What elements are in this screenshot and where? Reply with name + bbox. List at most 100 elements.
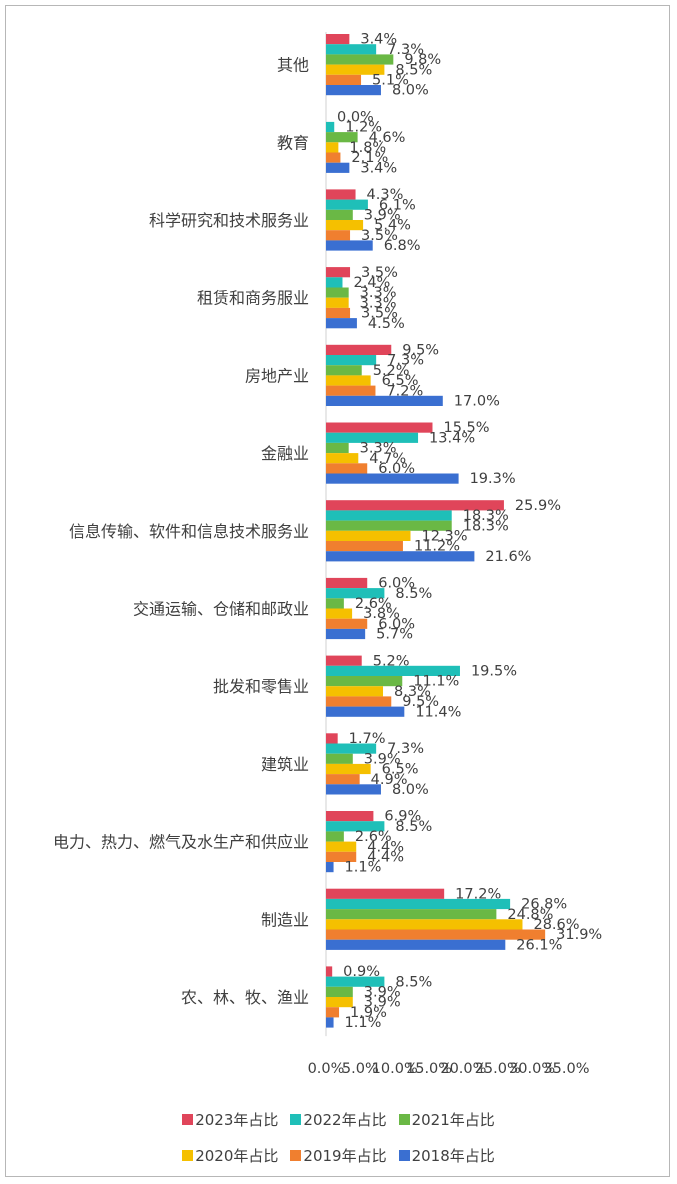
bar: [326, 831, 344, 842]
bar: [326, 152, 341, 163]
bar: [326, 74, 362, 85]
data-label: 3.9%: [364, 985, 401, 1001]
data-label: 8.5%: [395, 62, 432, 78]
category-label: 金融业: [261, 444, 309, 463]
x-tick-label: 35.0%: [543, 1061, 589, 1077]
data-label: 2.4%: [353, 275, 390, 291]
data-label: 5.2%: [373, 363, 410, 379]
legend-row-2: 2020年占比 2019年占比 2018年占比: [0, 1145, 677, 1166]
data-label: 7.3%: [387, 42, 424, 58]
bar: [326, 267, 351, 278]
data-label: 1.9%: [350, 1005, 387, 1021]
legend-label: 2022年占比: [303, 1111, 387, 1129]
bar: [326, 385, 376, 396]
bar: [326, 500, 504, 511]
data-label: 21.6%: [485, 549, 531, 565]
bar: [326, 240, 373, 251]
bar: [326, 551, 475, 562]
bar: [326, 997, 353, 1008]
bar: [326, 665, 460, 676]
legend-swatch: [182, 1150, 194, 1161]
data-label: 28.6%: [533, 917, 579, 933]
bar: [326, 655, 362, 666]
x-tick-label: 15.0%: [406, 1061, 452, 1077]
data-label: 8.0%: [392, 83, 429, 99]
bar: [326, 986, 353, 997]
data-label: 1.8%: [349, 140, 386, 156]
legend-label: 2019年占比: [303, 1147, 387, 1165]
bar: [326, 919, 523, 930]
bar: [326, 520, 452, 531]
data-label: 2.1%: [351, 150, 388, 166]
category-label: 科学研究和技术服务业: [149, 211, 309, 230]
category-label: 其他: [277, 56, 309, 75]
data-label: 3.9%: [364, 995, 401, 1011]
data-label: 1.1%: [345, 860, 382, 876]
bar: [326, 230, 351, 241]
x-tick-label: 10.0%: [372, 1061, 418, 1077]
data-label: 6.0%: [378, 616, 415, 632]
x-tick-label: 30.0%: [509, 1061, 555, 1077]
data-label: 1.7%: [349, 731, 386, 747]
bar: [326, 375, 371, 386]
bar: [326, 686, 384, 697]
bar: [326, 442, 349, 454]
bar: [326, 909, 497, 920]
bar: [326, 162, 350, 173]
bar: [326, 344, 392, 355]
category-label: 批发和零售业: [213, 677, 309, 696]
data-label: 19.3%: [470, 471, 516, 487]
data-label: 19.5%: [471, 664, 517, 680]
legend-item: 2019年占比: [290, 1145, 387, 1166]
bar: [326, 355, 377, 366]
data-label: 6.1%: [379, 197, 416, 213]
bar: [326, 395, 443, 406]
bar: [326, 142, 339, 153]
bar: [326, 588, 385, 599]
chart-frame: [5, 5, 670, 1177]
data-label: 6.8%: [384, 238, 421, 254]
data-label: 17.2%: [455, 886, 501, 902]
data-label: 3.5%: [361, 306, 398, 322]
bar: [326, 577, 368, 589]
bar: [326, 432, 419, 443]
data-label: 6.9%: [384, 809, 421, 825]
data-label: 5.2%: [373, 653, 410, 669]
x-tick-label: 0.0%: [308, 1061, 345, 1077]
bar: [326, 365, 362, 376]
data-label: 6.5%: [382, 373, 419, 389]
data-label: 8.5%: [395, 974, 432, 990]
data-label: 3.3%: [360, 441, 397, 457]
data-label: 2.6%: [355, 596, 392, 612]
category-label: 租赁和商务服业: [197, 289, 309, 308]
bar: [326, 763, 371, 775]
x-tick-label: 25.0%: [475, 1061, 521, 1077]
legend-item: 2022年占比: [290, 1109, 387, 1130]
bar: [326, 774, 360, 785]
data-label: 31.9%: [556, 927, 602, 943]
bar: [326, 753, 353, 764]
data-label: 3.9%: [364, 751, 401, 767]
category-label: 制造业: [261, 910, 309, 929]
category-label: 电力、热力、燃气及水生产和供应业: [53, 833, 309, 852]
legend-item: 2018年占比: [398, 1145, 495, 1166]
bar: [326, 888, 445, 899]
bar: [326, 706, 405, 717]
legend-item: 2021年占比: [398, 1109, 495, 1130]
data-label: 3.4%: [360, 32, 397, 48]
bar: [326, 277, 343, 288]
bar: [326, 851, 357, 862]
bar: [326, 318, 357, 329]
bar: [326, 841, 357, 852]
legend-label: 2018年占比: [411, 1147, 495, 1165]
legend-swatch: [398, 1150, 410, 1161]
data-label: 3.8%: [363, 606, 400, 622]
bar: [326, 976, 385, 987]
x-tick-label: 5.0%: [342, 1061, 379, 1077]
bar: [326, 628, 366, 640]
bar: [326, 541, 403, 552]
data-label: 8.5%: [395, 586, 432, 602]
bar: [326, 743, 377, 754]
bar: [326, 422, 433, 433]
